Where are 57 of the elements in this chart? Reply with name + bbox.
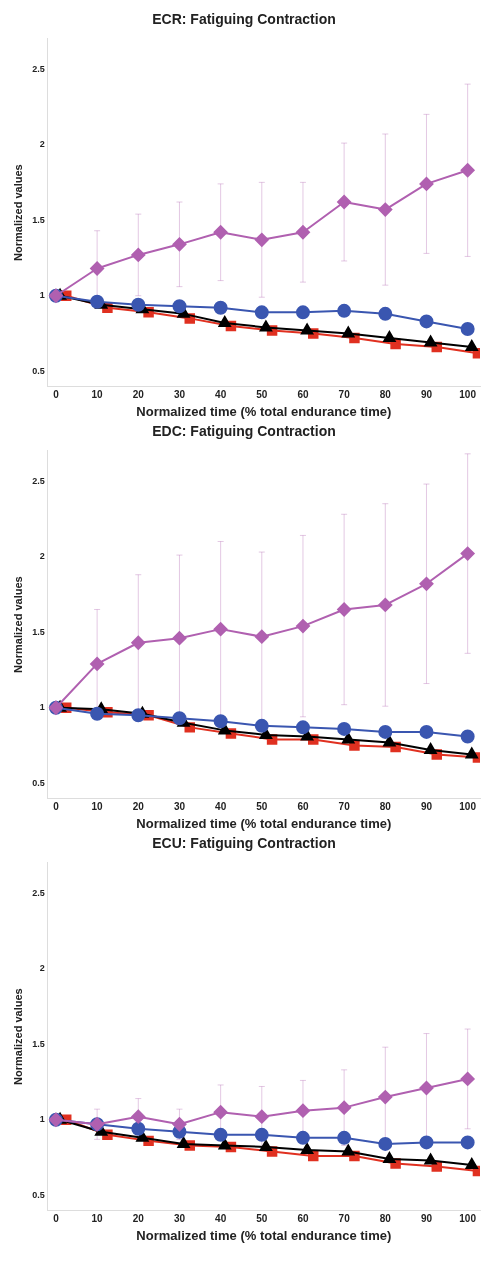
chart-title: ECR: Fatiguing Contraction <box>152 11 336 28</box>
x-tick-label: 40 <box>215 1213 227 1225</box>
x-tick-label: 30 <box>173 389 186 401</box>
chart-title: ECU: Fatiguing Contraction <box>152 835 336 852</box>
x-tick-label: 70 <box>338 389 351 401</box>
x-tick-label: 10 <box>91 389 104 401</box>
x-tick-label: 60 <box>297 801 309 813</box>
x-tick-label: 100 <box>459 1213 477 1225</box>
x-tick-label: 50 <box>256 389 268 401</box>
x-tick-label: 60 <box>297 1213 309 1225</box>
x-tick-label: 0 <box>53 801 60 813</box>
y-tick-label: 2 <box>39 963 45 974</box>
y-tick-label: 2.5 <box>32 63 45 74</box>
y-tick-label: 1.5 <box>32 626 45 637</box>
x-tick-label: 30 <box>173 801 186 813</box>
x-axis-title: Normalized time (% total endurance time) <box>136 815 392 831</box>
x-tick-label: 0 <box>53 1213 60 1225</box>
x-tick-label: 20 <box>132 1213 145 1225</box>
y-tick-label: 2.5 <box>32 887 45 898</box>
x-tick-label: 50 <box>256 801 268 813</box>
y-tick-label: 2 <box>39 139 45 150</box>
x-tick-label: 40 <box>215 801 227 813</box>
y-tick-label: 1 <box>39 1114 45 1125</box>
x-tick-label: 90 <box>420 801 433 813</box>
chart-title: EDC: Fatiguing Contraction <box>152 423 336 440</box>
x-tick-label: 80 <box>379 801 392 813</box>
x-tick-label: 60 <box>297 389 309 401</box>
y-tick-label: 1 <box>39 702 45 713</box>
x-tick-label: 80 <box>379 389 392 401</box>
x-tick-label: 20 <box>132 801 145 813</box>
x-tick-label: 40 <box>215 389 227 401</box>
x-tick-label: 70 <box>338 1213 351 1225</box>
y-axis-title: Normalized values <box>11 164 24 261</box>
y-tick-label: 1 <box>39 290 45 301</box>
y-tick-label: 2.5 <box>32 475 45 486</box>
y-tick-label: 0.5 <box>32 777 45 788</box>
y-tick-label: 0.5 <box>32 365 45 376</box>
x-axis-title: Normalized time (% total endurance time) <box>136 403 392 419</box>
x-tick-label: 20 <box>132 389 145 401</box>
x-tick-label: 70 <box>338 801 351 813</box>
y-tick-label: 2 <box>39 551 45 562</box>
y-axis-title: Normalized values <box>11 988 24 1085</box>
x-tick-label: 100 <box>459 389 477 401</box>
y-tick-label: 0.5 <box>32 1189 45 1200</box>
x-tick-label: 80 <box>379 1213 392 1225</box>
x-tick-label: 10 <box>91 1213 104 1225</box>
y-axis-title: Normalized values <box>11 576 24 673</box>
x-tick-label: 50 <box>256 1213 268 1225</box>
x-tick-label: 30 <box>173 1213 186 1225</box>
x-tick-label: 90 <box>420 1213 433 1225</box>
y-tick-label: 1.5 <box>32 214 45 225</box>
x-tick-label: 0 <box>53 389 60 401</box>
x-tick-label: 100 <box>459 801 477 813</box>
x-tick-label: 10 <box>91 801 104 813</box>
x-axis-title: Normalized time (% total endurance time) <box>136 1227 392 1243</box>
x-tick-label: 90 <box>420 389 433 401</box>
y-tick-label: 1.5 <box>32 1038 45 1049</box>
